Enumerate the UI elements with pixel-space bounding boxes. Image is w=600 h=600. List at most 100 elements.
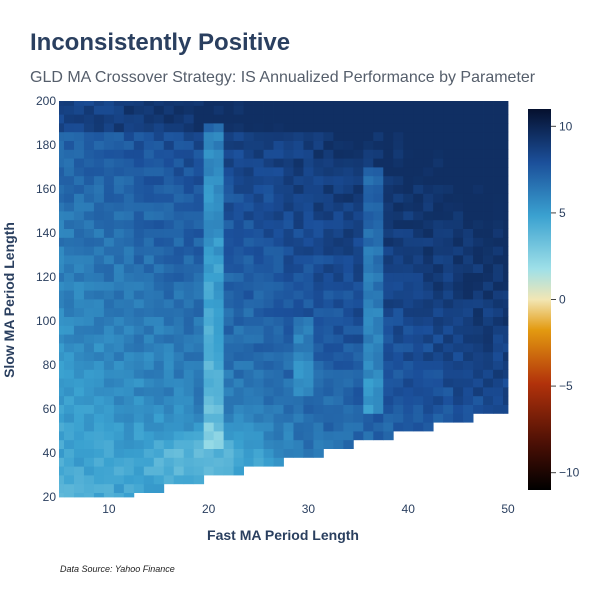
- heatmap-cell: [213, 387, 225, 397]
- heatmap-cell: [133, 457, 145, 467]
- heatmap-cell: [163, 387, 175, 397]
- heatmap-cell: [493, 123, 504, 133]
- heatmap-cell: [193, 351, 205, 361]
- heatmap-cell: [123, 413, 135, 423]
- heatmap-cell: [353, 149, 364, 159]
- heatmap-cell: [253, 360, 264, 370]
- heatmap-cell: [59, 457, 65, 467]
- heatmap-cell: [93, 483, 105, 493]
- heatmap-cell: [193, 114, 205, 124]
- heatmap-cell: [213, 263, 225, 273]
- heatmap-cell: [453, 395, 464, 405]
- heatmap-cell: [213, 184, 225, 194]
- heatmap-cell: [453, 404, 464, 414]
- heatmap-cell: [443, 246, 454, 256]
- heatmap-cell: [163, 123, 175, 133]
- heatmap-cell: [73, 387, 85, 397]
- heatmap-cell: [63, 325, 75, 335]
- heatmap-cell: [303, 307, 314, 317]
- heatmap-cell: [453, 219, 464, 229]
- heatmap-cell: [253, 105, 264, 115]
- heatmap-cell: [59, 466, 65, 476]
- heatmap-cell: [83, 219, 95, 229]
- heatmap-cell: [83, 431, 95, 441]
- heatmap-cell: [103, 457, 115, 467]
- heatmap-cell: [443, 325, 454, 335]
- heatmap-cell: [273, 290, 284, 300]
- heatmap-cell: [193, 360, 205, 370]
- heatmap-cell: [203, 360, 215, 370]
- heatmap-cell: [133, 281, 145, 291]
- heatmap-cell: [243, 219, 254, 229]
- heatmap-cell: [183, 334, 195, 344]
- heatmap-cell: [83, 475, 95, 485]
- heatmap-cell: [443, 290, 454, 300]
- heatmap-cell: [163, 202, 175, 212]
- heatmap-cell: [283, 316, 294, 326]
- heatmap-cell: [83, 184, 95, 194]
- heatmap-cell: [333, 114, 344, 124]
- heatmap-cell: [473, 325, 484, 335]
- heatmap-cell: [93, 175, 105, 185]
- heatmap-cell: [323, 351, 334, 361]
- heatmap-cell: [433, 193, 444, 203]
- heatmap-cell: [503, 343, 509, 353]
- heatmap-cell: [253, 404, 264, 414]
- heatmap-cell: [393, 263, 404, 273]
- heatmap-cell: [163, 422, 175, 432]
- heatmap-cell: [303, 360, 314, 370]
- y-tick-label: 200: [36, 94, 56, 108]
- heatmap-cell: [83, 149, 95, 159]
- heatmap-cell: [133, 351, 145, 361]
- heatmap-cell: [193, 255, 205, 265]
- heatmap-cell: [183, 114, 195, 124]
- heatmap-cell: [153, 466, 165, 476]
- heatmap-cell: [213, 211, 225, 221]
- heatmap-cell: [223, 281, 235, 291]
- heatmap-cell: [303, 395, 314, 405]
- heatmap-cell: [433, 237, 444, 247]
- heatmap-cell: [73, 228, 85, 238]
- heatmap-cell: [59, 334, 65, 344]
- heatmap-cell: [503, 255, 509, 265]
- heatmap-cell: [253, 219, 264, 229]
- heatmap-cell: [183, 395, 195, 405]
- heatmap-cell: [443, 272, 454, 282]
- heatmap-cell: [243, 439, 254, 449]
- heatmap-cell: [313, 448, 324, 458]
- heatmap-cell: [333, 123, 344, 133]
- heatmap-cell: [73, 299, 85, 309]
- heatmap-cell: [173, 193, 185, 203]
- heatmap-cell: [493, 158, 504, 168]
- heatmap-cell: [423, 167, 434, 177]
- heatmap-cell: [443, 281, 454, 291]
- heatmap-cell: [93, 369, 105, 379]
- heatmap-cell: [423, 105, 434, 115]
- heatmap-cell: [223, 413, 235, 423]
- heatmap-cell: [173, 272, 185, 282]
- heatmap-cell: [383, 431, 394, 441]
- heatmap-cell: [103, 246, 115, 256]
- heatmap-cell: [113, 466, 125, 476]
- heatmap-cell: [323, 123, 334, 133]
- heatmap-cell: [133, 369, 145, 379]
- heatmap-cell: [393, 290, 404, 300]
- heatmap-cell: [193, 101, 205, 106]
- heatmap-cell: [293, 149, 304, 159]
- heatmap-cell: [313, 334, 324, 344]
- y-tick-label: 20: [43, 490, 57, 504]
- heatmap-cell: [203, 307, 215, 317]
- heatmap-cell: [123, 255, 135, 265]
- heatmap-cell: [153, 149, 165, 159]
- heatmap-cell: [73, 378, 85, 388]
- heatmap-cell: [83, 158, 95, 168]
- heatmap-cell: [113, 219, 125, 229]
- heatmap-cell: [173, 211, 185, 221]
- heatmap-cell: [493, 255, 504, 265]
- heatmap-cell: [293, 325, 304, 335]
- heatmap-cell: [103, 140, 115, 150]
- heatmap-cell: [93, 140, 105, 150]
- heatmap-cell: [223, 263, 235, 273]
- heatmap-cell: [123, 334, 135, 344]
- heatmap-cell: [423, 290, 434, 300]
